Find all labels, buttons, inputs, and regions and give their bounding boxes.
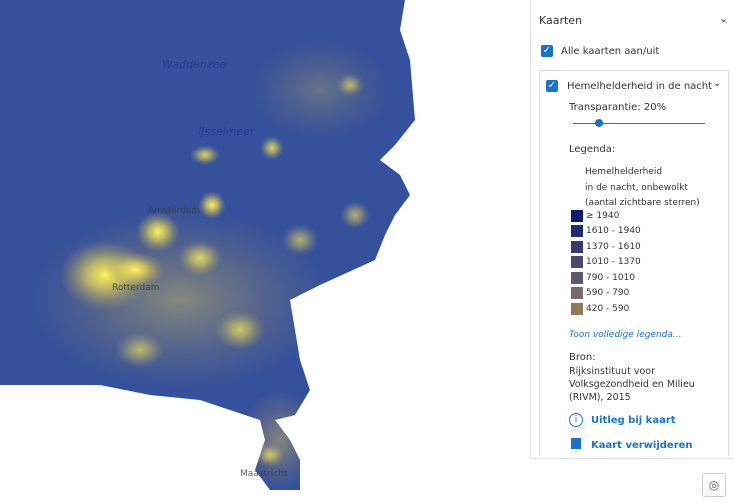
layer-panel: Kaarten ⌄ ✓ Alle kaarten aan/uit ✓ Hemel…: [530, 0, 733, 459]
panel-header: Kaarten: [539, 14, 583, 27]
legend-label: 1610 - 1940: [586, 226, 641, 237]
legend-item: 420 - 590: [571, 301, 711, 316]
light-layer: [30, 40, 390, 490]
legend-title-line: in de nacht, onbewolkt: [585, 182, 688, 193]
map-label: IJsselmeer: [198, 125, 256, 138]
legend-title-line: (aantal zichtbare sterren): [585, 198, 700, 208]
checkbox[interactable]: ✓: [546, 80, 558, 92]
legend-item: 790 - 1010: [571, 270, 711, 286]
legend-title-line: Hemelhelderheid: [585, 167, 663, 177]
collapse-icon[interactable]: ⌄: [719, 12, 729, 25]
map-label: Rotterdam: [112, 283, 160, 293]
locate-button[interactable]: ◎: [702, 473, 726, 497]
legend-label: 790 - 1010: [586, 272, 636, 283]
legend-item: 1370 - 1610: [571, 239, 711, 255]
legend-item: 1010 - 1370: [571, 255, 711, 271]
legend-item: 590 - 790: [571, 286, 711, 302]
legend-swatch: [571, 225, 583, 238]
legend-title: Hemelhelderheid in de nacht, onbewolkt (aa…: [585, 165, 700, 212]
explain-link[interactable]: Uitleg bij kaart: [591, 415, 676, 426]
legend-label: 1370 - 1610: [586, 241, 641, 252]
legend-label: 1010 - 1370: [586, 257, 641, 268]
slider-track: [573, 123, 705, 124]
layer-title: Hemelhelderheid in de nacht: [567, 81, 713, 92]
legend-item: ≥ 1940: [571, 208, 711, 224]
checkbox[interactable]: ✓: [541, 45, 553, 57]
layer-card: [539, 70, 729, 456]
collapse-icon[interactable]: ⌄: [713, 78, 722, 89]
full-legend-link[interactable]: Toon volledige legenda...: [569, 330, 682, 340]
map[interactable]: Waddenzee IJsselmeer Amsterdam Rotterdam Maa…: [0, 0, 522, 503]
info-icon: i: [569, 413, 583, 427]
legend-swatch: [571, 287, 583, 300]
source-heading: Bron:: [569, 352, 596, 363]
map-label: Maastricht: [240, 469, 288, 479]
legend: ≥ 1940 1610 - 1940 1370 - 1610 1010 - 1370 7…: [571, 208, 711, 316]
legend-label: 590 - 790: [586, 288, 630, 299]
legend-item: 1610 - 1940: [571, 224, 711, 240]
legend-label: 420 - 590: [586, 303, 630, 314]
source: Rijksinstituut voor Volksgezondheid en M…: [569, 366, 695, 403]
slider-thumb[interactable]: [595, 119, 603, 127]
toggle-all[interactable]: Alle kaarten aan/uit: [561, 46, 660, 57]
map-label: Waddenzee: [162, 58, 226, 71]
legend-swatch: [571, 240, 583, 253]
legend-label: ≥ 1940: [586, 210, 620, 221]
remove-link[interactable]: Kaart verwijderen: [591, 440, 693, 451]
legend-swatch: [571, 209, 583, 222]
legend-swatch: [571, 271, 583, 284]
legend-swatch: [571, 256, 583, 269]
trash-icon: [571, 438, 581, 449]
transparency: Transparantie: 20%: [569, 102, 667, 113]
legend-heading: Legenda:: [569, 144, 616, 155]
map-label: Amsterdam: [148, 206, 200, 216]
legend-swatch: [571, 302, 583, 315]
